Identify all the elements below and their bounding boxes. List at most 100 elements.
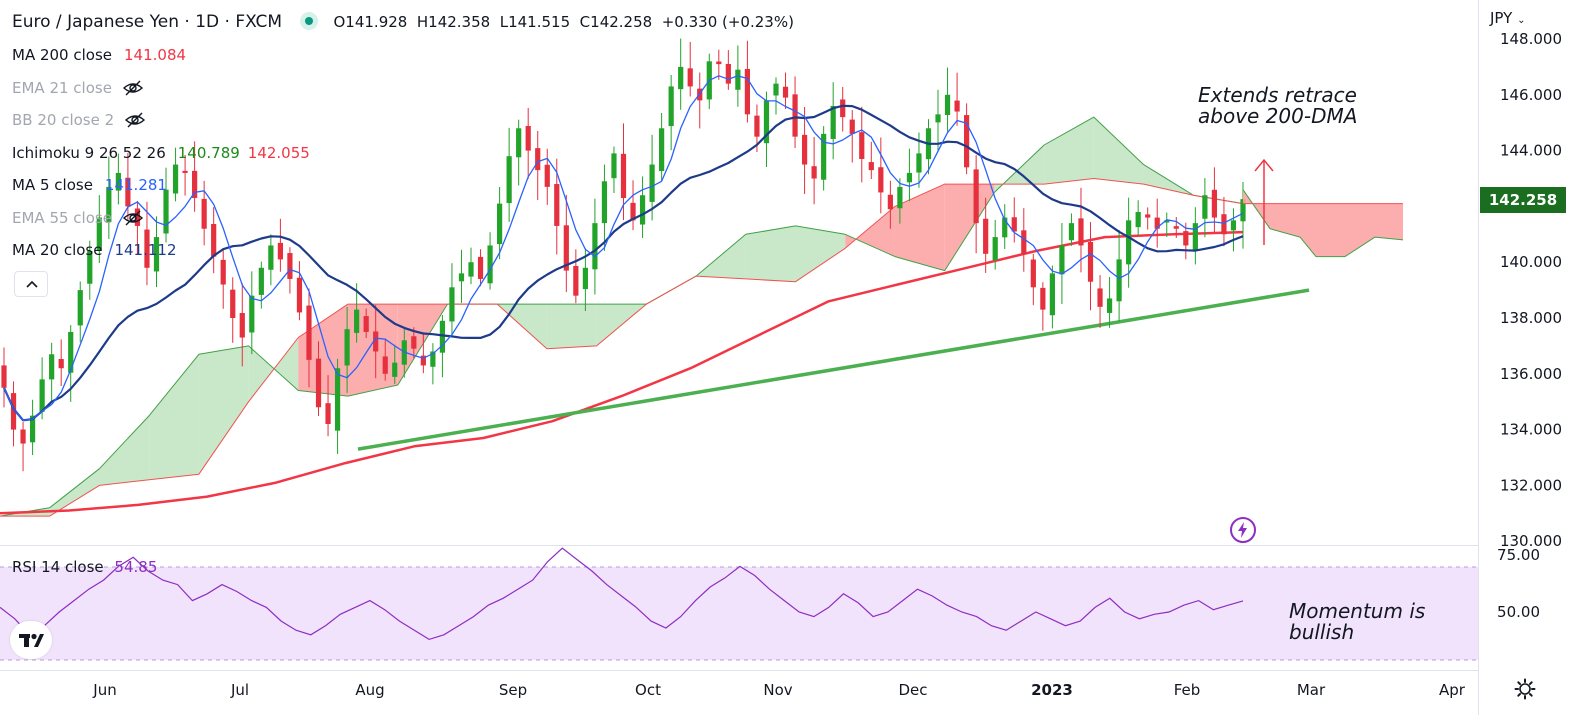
cloud-bull-segment bbox=[696, 234, 746, 279]
candle-body bbox=[773, 83, 779, 96]
legend-row-ichimoku-9-26-52-26[interactable]: Ichimoku 9 26 52 26 140.789 142.055 bbox=[12, 142, 310, 164]
legend-label: MA 20 close bbox=[12, 241, 103, 259]
time-axis[interactable]: Jun Jul Aug Sep Oct Nov Dec 2023 Feb Mar Apr bbox=[92, 681, 1466, 699]
candle-body bbox=[878, 167, 884, 193]
candle-body bbox=[344, 329, 350, 366]
candle-body bbox=[306, 305, 312, 360]
legend-row-ema-55-close[interactable]: EMA 55 close bbox=[12, 207, 144, 229]
legend-label: BB 20 close 2 bbox=[12, 111, 115, 129]
eye-slash-icon[interactable] bbox=[124, 112, 146, 128]
senkou-span-a bbox=[0, 116, 1244, 517]
candle-body bbox=[144, 229, 150, 268]
legend-row-bb-20-close-2[interactable]: BB 20 close 2 bbox=[12, 109, 146, 131]
legend-label: EMA 55 close bbox=[12, 208, 112, 227]
senkou-span-b bbox=[0, 178, 1244, 517]
candle-body bbox=[125, 177, 131, 207]
rsi-label: RSI 14 close bbox=[12, 558, 104, 576]
candle-body bbox=[334, 368, 341, 431]
symbol-title[interactable]: Euro / Japanese Yen · 1D · FXCM bbox=[12, 12, 283, 32]
price-tick-label: 148.000 bbox=[1500, 30, 1562, 48]
candle-body bbox=[868, 162, 874, 171]
candle-body bbox=[506, 156, 512, 204]
price-axis[interactable]: 148.000146.000144.000142.000140.000138.0… bbox=[1497, 30, 1562, 621]
tradingview-logo[interactable] bbox=[10, 621, 52, 659]
candle-body bbox=[392, 362, 398, 377]
candle-body bbox=[153, 237, 160, 272]
time-tick-label: Oct bbox=[635, 681, 661, 699]
candle-body bbox=[973, 169, 979, 224]
candle-body bbox=[249, 295, 255, 333]
candle-body bbox=[411, 336, 417, 349]
legend-row-ma-200-close[interactable]: MA 200 close 141.084 bbox=[12, 44, 186, 66]
candle-body bbox=[487, 245, 493, 284]
trendline bbox=[357, 288, 1310, 451]
candle-body bbox=[20, 429, 26, 444]
candle-body bbox=[544, 164, 550, 187]
candle-body bbox=[944, 94, 951, 116]
support-trendline bbox=[357, 288, 1310, 451]
candle-body bbox=[1164, 220, 1170, 223]
candle-body bbox=[763, 100, 770, 144]
gear-icon[interactable] bbox=[1514, 678, 1536, 700]
time-tick-label: Aug bbox=[355, 681, 384, 699]
cloud-bear-segment bbox=[894, 184, 945, 271]
candle-body bbox=[477, 256, 484, 279]
price-tick-label: 146.000 bbox=[1500, 86, 1562, 104]
rsi-tick-label: 75.00 bbox=[1497, 546, 1540, 564]
eye-slash-icon[interactable] bbox=[122, 80, 144, 96]
ma-20-path bbox=[2, 104, 1244, 422]
candle-body bbox=[277, 242, 283, 260]
close-value: C142.258 bbox=[579, 13, 653, 31]
candle-body bbox=[792, 94, 798, 137]
candle-body bbox=[201, 198, 207, 229]
momentum-annotation-line-1: Momentum is bbox=[1289, 599, 1426, 623]
legend-row-ma-5-close[interactable]: MA 5 close 141.281 bbox=[12, 174, 167, 196]
chart-header: Euro / Japanese Yen · 1D · FXCM O141.928… bbox=[12, 12, 794, 32]
price-tick-label: 138.000 bbox=[1500, 309, 1562, 327]
currency-selector[interactable]: JPY ⌄ bbox=[1490, 9, 1525, 27]
legend-row-ema-21-close[interactable]: EMA 21 close bbox=[12, 77, 144, 99]
time-axis-border bbox=[0, 670, 1478, 671]
candle-body bbox=[611, 153, 617, 179]
candle-body bbox=[439, 320, 446, 353]
price-arrow-head bbox=[1254, 158, 1274, 172]
legend-label: EMA 21 close bbox=[12, 78, 112, 97]
candle-body bbox=[1230, 220, 1237, 231]
candle-body bbox=[1030, 259, 1036, 288]
candle-body bbox=[29, 415, 36, 443]
change-value: +0.330 (+0.23%) bbox=[661, 13, 794, 31]
candle-body bbox=[449, 287, 455, 322]
lightning-icon[interactable] bbox=[1229, 516, 1257, 544]
legend-value: 141.281 bbox=[104, 176, 167, 194]
collapse-legend-button[interactable] bbox=[14, 271, 48, 297]
candle-body bbox=[964, 115, 970, 168]
eye-slash-icon[interactable] bbox=[122, 210, 144, 226]
cloud-bull-segment bbox=[1093, 117, 1144, 185]
legend-value: 141.084 bbox=[124, 46, 187, 64]
candle-body bbox=[735, 69, 741, 90]
candle-body bbox=[821, 133, 827, 180]
candle-body bbox=[10, 393, 17, 430]
ma-5-path bbox=[3, 75, 1244, 421]
candle-body bbox=[1021, 230, 1027, 254]
price-tick-label: 144.000 bbox=[1500, 142, 1562, 160]
candle-body bbox=[58, 359, 64, 369]
candle-body bbox=[801, 134, 808, 165]
candle-body bbox=[525, 126, 531, 151]
pane-divider bbox=[0, 545, 1478, 546]
price-tick-label: 136.000 bbox=[1500, 365, 1562, 383]
legend-row-ma-20-close[interactable]: MA 20 close 141.112 bbox=[12, 239, 177, 261]
market-status-icon bbox=[300, 12, 319, 30]
candle-body bbox=[287, 253, 293, 279]
candle-body bbox=[315, 358, 322, 408]
candle-body bbox=[1068, 223, 1075, 241]
candle-body bbox=[458, 273, 465, 282]
candle-body bbox=[887, 194, 893, 210]
candle-body bbox=[1173, 226, 1179, 229]
price-tick-label: 140.000 bbox=[1500, 253, 1562, 271]
candle-body bbox=[296, 277, 303, 313]
ma-5-line bbox=[3, 75, 1244, 421]
time-tick-label: Dec bbox=[898, 681, 927, 699]
candle-body bbox=[49, 354, 55, 380]
